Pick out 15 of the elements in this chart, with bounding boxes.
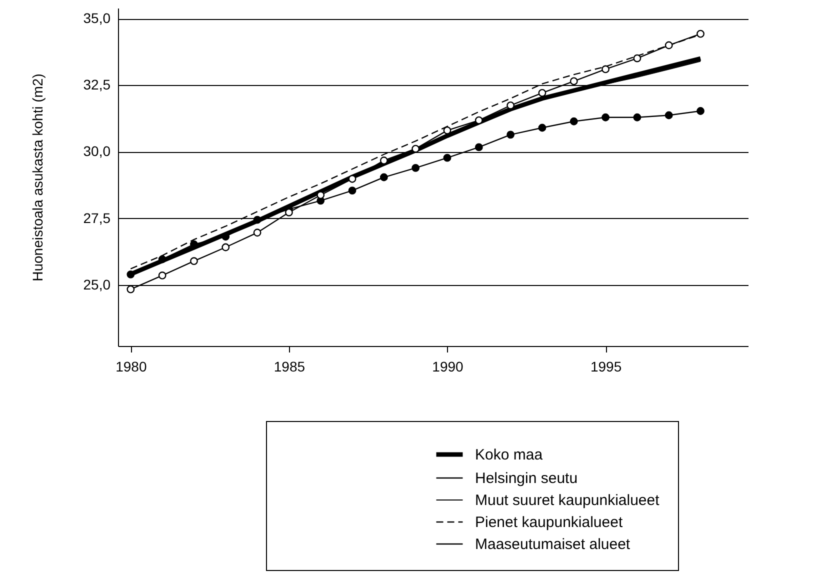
legend-label: Helsingin seutu [475, 470, 578, 487]
x-tick-label: 1990 [432, 358, 464, 374]
y-tick-label: 25,0 [83, 276, 111, 292]
x-tick-label: 1980 [116, 358, 147, 374]
y-tick-label: 27,5 [83, 210, 111, 226]
y-axis-title: Huoneistoala asukasta kohti (m2) [29, 74, 46, 282]
legend-label: Koko maa [475, 446, 544, 464]
x-tick-label: 1995 [590, 358, 622, 374]
legend-label: Muut suuret kaupunkialueet [475, 492, 660, 509]
legend-label: Maaseutumaiset alueet [475, 536, 631, 553]
y-tick-label: 30,0 [83, 143, 111, 160]
y-tick-label: 35,0 [83, 10, 111, 26]
legend-label: Pienet kaupunkialueet [475, 514, 624, 531]
x-tick-label: 1985 [274, 358, 306, 374]
y-tick-label: 32,5 [83, 76, 111, 93]
